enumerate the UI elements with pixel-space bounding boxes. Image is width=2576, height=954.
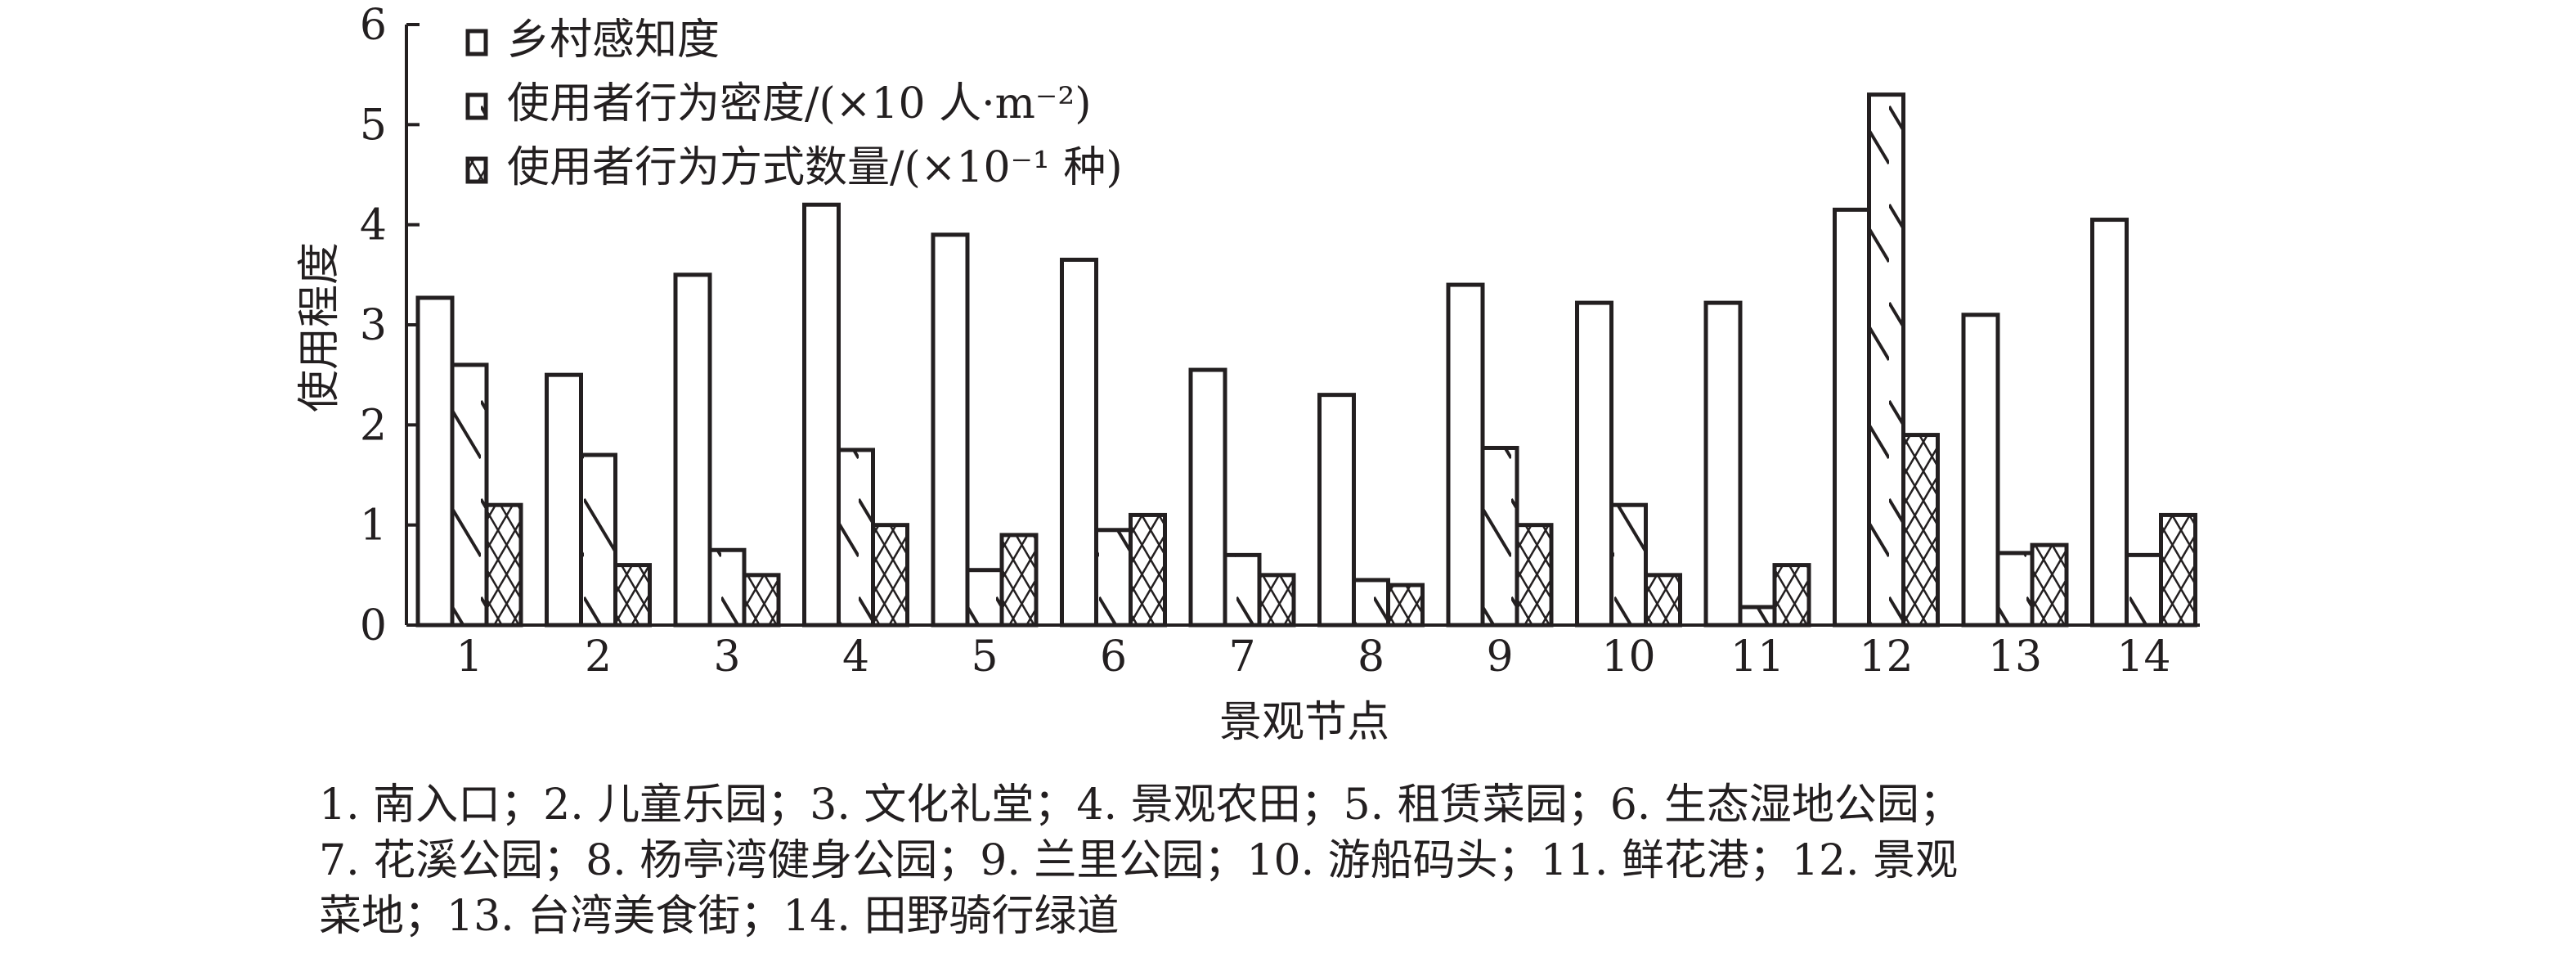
bar-empty — [1961, 313, 2000, 628]
y-tick-label: 5 — [360, 101, 387, 150]
bar-empty — [802, 202, 841, 628]
bar-diagonal — [1867, 92, 1905, 628]
caption-line: 7. 花溪公园；8. 杨亭湾健身公园；9. 兰里公园；10. 游船码头；11. … — [319, 836, 1959, 885]
y-tick-label: 1 — [360, 502, 387, 551]
bar-crosshatch — [742, 573, 781, 628]
x-tick-label: 6 — [1100, 632, 1127, 682]
x-tick-label: 12 — [1859, 632, 1913, 682]
x-tick-label: 9 — [1486, 632, 1513, 682]
y-tick-label: 6 — [360, 1, 387, 50]
caption-line: 菜地；13. 台湾美食街；14. 田野骑行绿道 — [319, 892, 1120, 941]
bar-empty — [1703, 300, 1743, 628]
bar-diagonal — [965, 568, 1004, 628]
bar-diagonal — [1223, 552, 1262, 628]
x-tick-label: 7 — [1228, 632, 1255, 682]
bar-crosshatch — [1901, 433, 1940, 628]
x-tick-label: 1 — [456, 632, 482, 682]
bar-crosshatch — [1129, 512, 1167, 628]
bar-diagonal — [1609, 502, 1648, 628]
legend-label: 乡村感知度 — [507, 16, 720, 65]
bar-empty — [1188, 367, 1227, 628]
y-tick-label: 3 — [360, 301, 387, 350]
bar-empty — [1833, 207, 1871, 628]
bar-crosshatch — [1386, 583, 1425, 628]
bar-diagonal — [1738, 605, 1777, 628]
x-tick-label: 13 — [1988, 632, 2042, 682]
bar-empty — [673, 272, 712, 628]
bar-diagonal — [837, 448, 875, 628]
x-tick-label: 2 — [585, 632, 612, 682]
x-tick-label: 11 — [1730, 632, 1784, 682]
x-tick-label: 5 — [971, 632, 998, 682]
y-tick-label: 0 — [360, 601, 387, 650]
bar-diagonal — [1480, 445, 1519, 628]
x-tick-label: 14 — [2116, 632, 2170, 682]
bar-diagonal — [1352, 578, 1390, 628]
bar-empty — [1446, 282, 1485, 628]
bar-crosshatch — [871, 523, 909, 628]
bar-crosshatch — [1515, 523, 1554, 628]
bar-diagonal — [2125, 552, 2163, 628]
caption-line: 1. 南入口；2. 儿童乐园；3. 文化礼堂；4. 景观农田；5. 租赁菜园；6… — [319, 781, 1962, 830]
legend-swatch — [465, 29, 488, 56]
bar-crosshatch — [1257, 573, 1296, 628]
y-tick-label: 2 — [360, 401, 387, 450]
x-tick-label: 8 — [1358, 632, 1384, 682]
x-tick-label: 4 — [842, 632, 869, 682]
x-tick-label: 3 — [713, 632, 740, 682]
x-tick-label: 10 — [1601, 632, 1655, 682]
bar-empty — [415, 295, 455, 628]
bar-crosshatch — [613, 563, 652, 628]
x-axis-label: 景观节点 — [1219, 698, 1389, 747]
bar-empty — [2090, 218, 2129, 628]
legend-label: 使用者行为密度/(×10 人·m⁻²) — [507, 79, 1092, 128]
bar-crosshatch — [1772, 563, 1811, 628]
bar-diagonal — [707, 547, 747, 628]
bar-diagonal — [1094, 528, 1133, 628]
bar-diagonal — [450, 362, 489, 628]
caption: 1. 南入口；2. 儿童乐园；3. 文化礼堂；4. 景观农田；5. 租赁菜园；6… — [319, 777, 1962, 944]
bar-crosshatch — [484, 502, 523, 628]
bar-empty — [1317, 393, 1356, 628]
legend-swatch — [465, 156, 488, 184]
y-axis-label: 使用程度 — [295, 242, 344, 412]
bar-crosshatch — [2159, 512, 2197, 628]
bar-empty — [1575, 300, 1613, 628]
legend-swatch — [465, 92, 488, 120]
bar-diagonal — [1995, 551, 2035, 628]
bar-empty — [545, 372, 583, 628]
bar-crosshatch — [1644, 573, 1682, 628]
y-tick-label: 4 — [360, 201, 387, 250]
legend-label: 使用者行为方式数量/(×10⁻¹ 种) — [507, 143, 1123, 192]
bar-diagonal — [579, 452, 617, 628]
bar-empty — [1060, 257, 1098, 628]
bar-empty — [931, 232, 970, 628]
bar-crosshatch — [999, 533, 1039, 628]
bar-crosshatch — [2030, 542, 2069, 628]
